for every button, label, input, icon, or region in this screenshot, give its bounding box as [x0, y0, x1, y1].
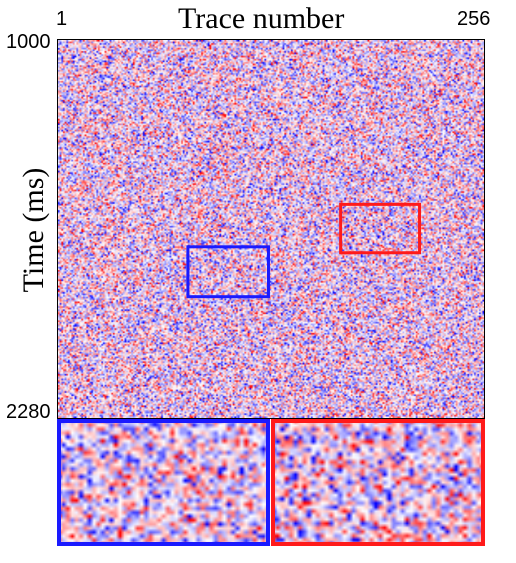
highlight-box-blue — [186, 245, 270, 299]
zoom-panel-red — [271, 419, 485, 546]
zoom-panel-blue — [57, 419, 270, 546]
chart-title: Trace number — [178, 2, 345, 35]
zoom-frame-blue — [57, 419, 270, 546]
zoom-frame-red — [271, 419, 485, 546]
seismic-section-heatmap — [57, 39, 485, 419]
x-tick-min: 1 — [56, 8, 68, 30]
x-tick-max: 256 — [457, 8, 491, 30]
y-tick-max: 2280 — [6, 401, 51, 423]
y-tick-min: 1000 — [6, 31, 51, 53]
highlight-box-red — [339, 202, 422, 255]
